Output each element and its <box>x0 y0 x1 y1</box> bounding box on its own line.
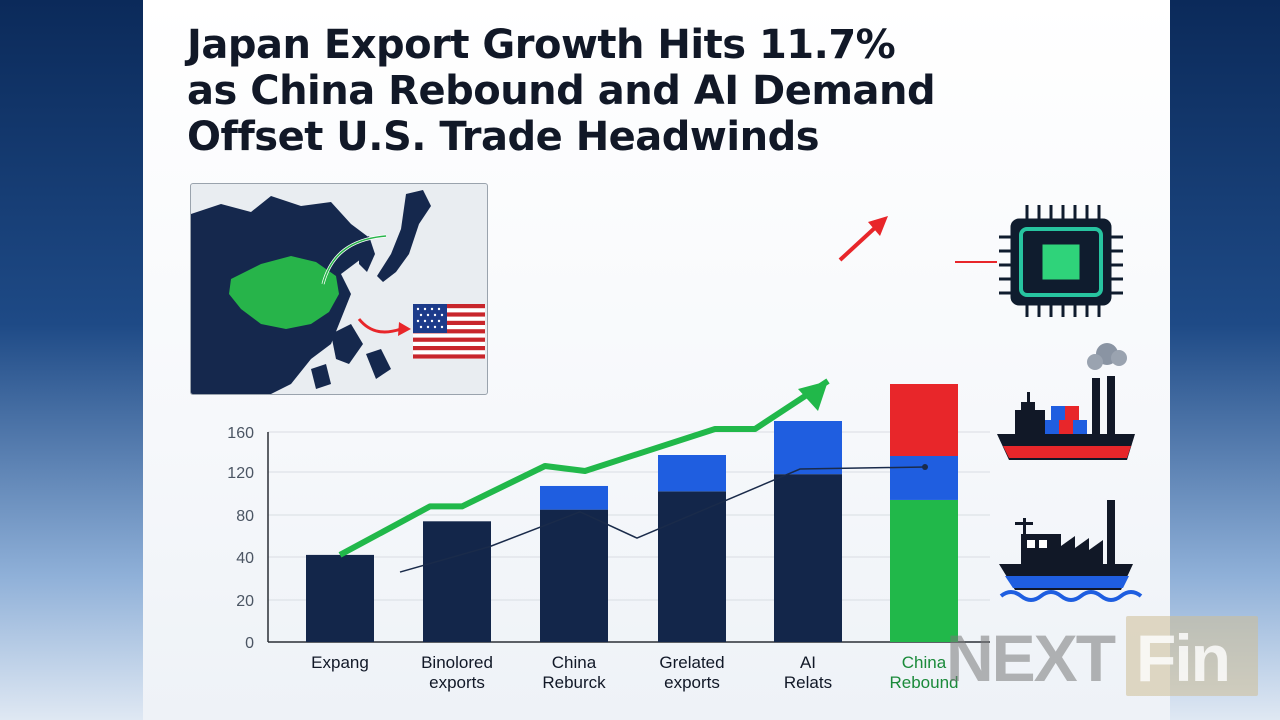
bar-segment <box>890 456 958 500</box>
bar-segment <box>540 485 608 510</box>
logo-text-fin: Fin <box>1136 621 1231 695</box>
red-arrow <box>838 223 880 262</box>
bar-segment <box>423 521 491 642</box>
y-tick-label: 120 <box>227 465 254 482</box>
bar-segment <box>540 509 608 642</box>
bar-segment <box>774 421 842 475</box>
category-label: AI <box>800 653 816 672</box>
y-tick-label: 20 <box>236 593 254 610</box>
page-title: Japan Export Growth Hits 11.7% as China … <box>187 22 1007 160</box>
y-tick-label: 160 <box>227 425 254 442</box>
japan-islands <box>377 190 431 282</box>
microchip-icon <box>955 205 1123 317</box>
category-label: Binolored <box>421 653 493 672</box>
category-label: China <box>552 653 597 672</box>
china-japan-map-icon <box>190 183 488 395</box>
y-tick-label: 80 <box>236 508 254 525</box>
category-label: Reburck <box>542 673 606 692</box>
y-tick-label: 40 <box>236 550 254 567</box>
category-label: exports <box>664 673 720 692</box>
category-label: Rebound <box>889 673 958 692</box>
trend-line <box>399 466 926 573</box>
category-label: Expang <box>311 653 369 672</box>
bar-segment <box>658 455 726 492</box>
growth-arrow <box>338 378 830 558</box>
category-label: Grelated <box>659 653 724 672</box>
title-line-3: Offset U.S. Trade Headwinds <box>187 114 820 160</box>
bar-segment <box>774 474 842 642</box>
y-tick-label: 0 <box>245 635 254 652</box>
title-line-2: as China Rebound and AI Demand <box>187 68 936 114</box>
category-label: Relats <box>784 673 832 692</box>
bar-segment <box>890 499 958 642</box>
ferry-ship-icon <box>999 500 1143 602</box>
growth-arrowhead <box>798 381 828 411</box>
red-arrowhead <box>868 216 888 236</box>
title-line-1: Japan Export Growth Hits 11.7% <box>187 22 896 68</box>
bar-segment <box>306 554 374 642</box>
category-label: exports <box>429 673 485 692</box>
us-flag-icon <box>413 304 485 359</box>
bar-segment <box>890 384 958 456</box>
china-region <box>229 256 339 329</box>
category-label: China <box>902 653 947 672</box>
logo-box: Fin <box>1126 616 1258 696</box>
korea-peninsula <box>359 236 375 272</box>
nextfin-logo: NEXT Fin <box>946 616 1258 696</box>
trend-point <box>922 464 928 470</box>
red-arrow-icon <box>357 318 402 334</box>
cargo-ship-icon <box>997 343 1135 460</box>
logo-text-next: NEXT <box>946 621 1116 695</box>
bar-segment <box>658 491 726 642</box>
